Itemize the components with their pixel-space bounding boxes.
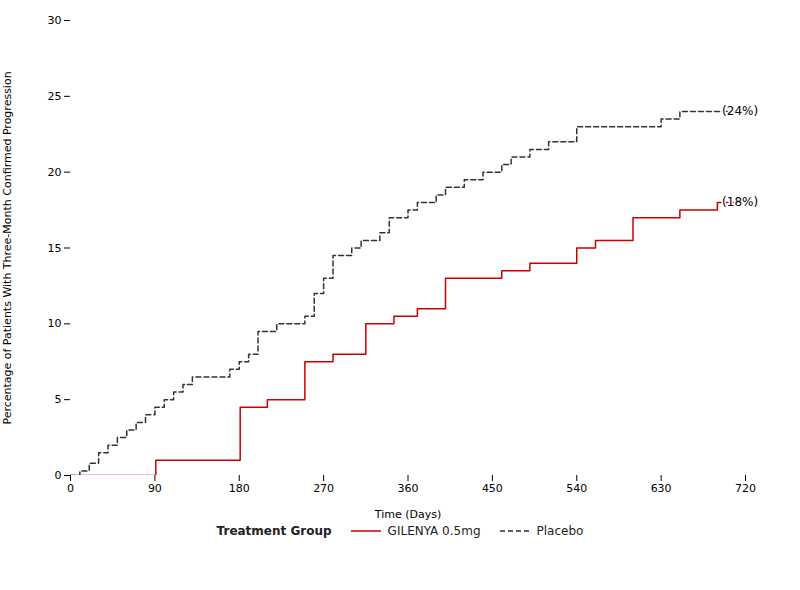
svg-text:0: 0 xyxy=(55,469,62,482)
html-text:GILENYA 0.5mg: GILENYA 0.5mg xyxy=(387,524,481,538)
svg-text:630: 630 xyxy=(651,482,672,495)
html-text:Placebo: Placebo xyxy=(536,524,584,538)
svg-text:(18%): (18%) xyxy=(722,195,758,209)
svg-text:(24%): (24%) xyxy=(722,104,758,118)
svg-text:0: 0 xyxy=(67,482,74,495)
svg-text:20: 20 xyxy=(48,166,62,179)
svg-text:Time (Days): Time (Days) xyxy=(374,508,441,521)
svg-text:30: 30 xyxy=(48,14,62,27)
svg-text:540: 540 xyxy=(566,482,587,495)
svg-text:10: 10 xyxy=(48,317,62,330)
svg-text:25: 25 xyxy=(48,90,62,103)
html-text:Treatment Group: Treatment Group xyxy=(216,524,332,538)
svg-text:Percentage of Patients With Th: Percentage of Patients With Three-Month … xyxy=(1,71,14,424)
svg-text:270: 270 xyxy=(313,482,334,495)
svg-text:15: 15 xyxy=(48,242,62,255)
svg-text:180: 180 xyxy=(229,482,250,495)
svg-text:720: 720 xyxy=(735,482,756,495)
svg-text:5: 5 xyxy=(55,393,62,406)
svg-text:450: 450 xyxy=(482,482,503,495)
svg-text:360: 360 xyxy=(398,482,419,495)
svg-text:90: 90 xyxy=(148,482,162,495)
